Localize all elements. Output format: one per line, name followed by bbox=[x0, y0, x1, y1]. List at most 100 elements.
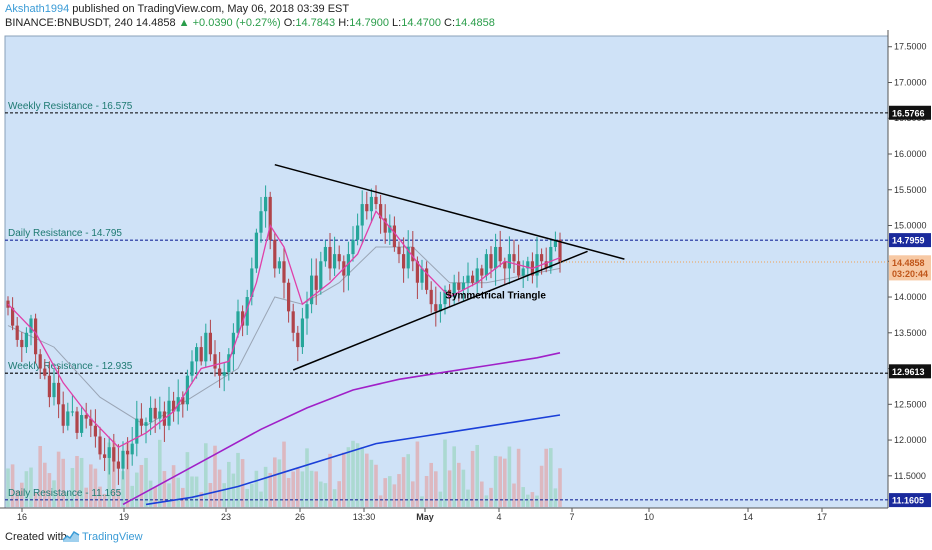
volume-bar bbox=[70, 467, 75, 507]
volume-bar bbox=[429, 462, 433, 507]
ma-fast-line bbox=[7, 209, 561, 449]
volume-bar bbox=[291, 471, 295, 507]
candle-body bbox=[471, 275, 475, 283]
candle-body bbox=[273, 239, 277, 269]
candle-body bbox=[70, 411, 74, 413]
candle-body bbox=[369, 196, 373, 212]
volume-bar bbox=[176, 477, 180, 507]
x-tick-label: 16 bbox=[17, 512, 27, 522]
candle-body bbox=[392, 225, 396, 247]
candle-body bbox=[287, 282, 291, 312]
candle-body bbox=[411, 246, 415, 262]
candle-body bbox=[314, 275, 318, 290]
volume-bar bbox=[558, 468, 562, 507]
volume-bar bbox=[38, 446, 42, 507]
candle-body bbox=[158, 411, 162, 419]
triangle-lower-line bbox=[292, 250, 588, 371]
candle-body bbox=[296, 332, 300, 348]
volume-bar bbox=[190, 476, 194, 507]
candle-body bbox=[112, 447, 116, 462]
candle-body bbox=[84, 415, 88, 419]
x-tick-label: 13:30 bbox=[353, 512, 376, 522]
candle-body bbox=[356, 225, 360, 240]
change-arrow-icon: ▲ bbox=[178, 17, 190, 29]
candle-body bbox=[153, 407, 157, 419]
volume-bar bbox=[323, 483, 328, 507]
candle-body bbox=[47, 375, 51, 398]
triangle-upper-line bbox=[274, 163, 625, 260]
volume-bar bbox=[300, 471, 305, 507]
candle-body bbox=[351, 239, 355, 255]
price-axis-label: 16.5766 bbox=[892, 108, 925, 118]
price-axis-label-box bbox=[889, 266, 931, 281]
volume-bar bbox=[107, 442, 111, 507]
x-tick-label: 19 bbox=[119, 512, 129, 522]
candle-body bbox=[388, 225, 392, 233]
volume-bar bbox=[461, 469, 466, 507]
open-label: O: bbox=[283, 17, 296, 29]
candle-body bbox=[245, 297, 249, 326]
candle-body bbox=[429, 289, 433, 305]
tradingview-brand-link[interactable]: TradingView bbox=[82, 531, 143, 543]
volume-bar bbox=[314, 471, 318, 507]
candle-body bbox=[121, 450, 125, 469]
x-tick-label: May bbox=[416, 512, 434, 522]
price-axis-label: 11.1605 bbox=[892, 496, 924, 506]
candle-body bbox=[34, 318, 38, 355]
price-chart[interactable]: 17.500017.000016.500016.000015.500015.00… bbox=[0, 30, 932, 524]
candle-body bbox=[15, 325, 19, 340]
volume-bar bbox=[489, 487, 493, 507]
candle-body bbox=[268, 196, 272, 240]
candle-body bbox=[535, 254, 539, 276]
x-tick-label: 10 bbox=[644, 512, 654, 522]
plot-area bbox=[4, 35, 889, 509]
volume-bar bbox=[116, 489, 121, 507]
candle-body bbox=[24, 332, 28, 348]
volume-bar bbox=[24, 471, 29, 507]
volume-bar bbox=[277, 459, 282, 507]
candle-body bbox=[475, 268, 479, 283]
volume-bar bbox=[305, 448, 309, 507]
candle-body bbox=[438, 304, 442, 312]
candle-body bbox=[448, 289, 452, 298]
candle-body bbox=[103, 454, 107, 458]
y-tick-label: 15.5000 bbox=[894, 185, 927, 195]
x-tick-label: 17 bbox=[817, 512, 827, 522]
low-label: L: bbox=[392, 17, 402, 29]
volume-bar bbox=[309, 470, 314, 507]
x-tick-label: 7 bbox=[569, 512, 574, 522]
author-link[interactable]: Akshath1994 bbox=[5, 3, 70, 15]
y-tick-label: 16.0000 bbox=[894, 149, 927, 159]
volume-bar bbox=[369, 459, 374, 507]
volume-bar bbox=[227, 461, 231, 507]
close-value: 14.4858 bbox=[455, 17, 495, 29]
publish-info: published on TradingView.com, May 06, 20… bbox=[72, 3, 350, 15]
high-label: H: bbox=[338, 17, 350, 29]
candle-body bbox=[466, 275, 470, 283]
volume-bar bbox=[328, 453, 332, 507]
x-tick-label: 4 bbox=[496, 512, 501, 522]
candle-body bbox=[38, 354, 42, 369]
volume-bar bbox=[526, 494, 530, 507]
volume-bar bbox=[144, 457, 148, 507]
volume-bar bbox=[447, 470, 452, 507]
candle-body bbox=[544, 261, 548, 269]
volume-bar bbox=[466, 489, 470, 507]
candle-body bbox=[434, 304, 438, 312]
volume-bar bbox=[351, 440, 355, 507]
price-axis-label-box bbox=[889, 255, 931, 270]
candle-body bbox=[199, 347, 203, 362]
volume-bar bbox=[549, 448, 553, 507]
volume-bar bbox=[204, 443, 208, 507]
volume-bar bbox=[121, 471, 125, 507]
candle-body bbox=[227, 354, 231, 373]
candle-body bbox=[250, 268, 254, 298]
candle-body bbox=[282, 261, 286, 283]
candle-body bbox=[365, 204, 369, 212]
volume-bar bbox=[503, 458, 507, 507]
volume-bar bbox=[222, 483, 226, 507]
volume-bar bbox=[43, 462, 47, 507]
volume-bar bbox=[296, 468, 300, 507]
tradingview-logo-icon[interactable] bbox=[62, 529, 80, 543]
volume-bar bbox=[484, 495, 489, 507]
